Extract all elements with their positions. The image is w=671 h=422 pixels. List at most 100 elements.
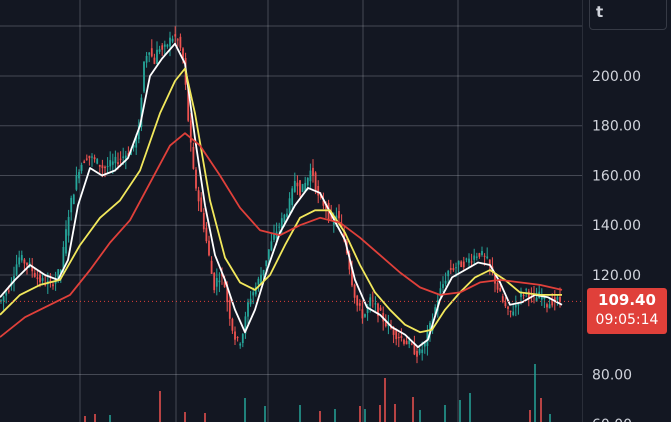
candle-body <box>132 145 135 148</box>
candle-body <box>161 45 164 50</box>
volume-bar <box>529 410 531 422</box>
volume-bar <box>534 364 536 422</box>
candle-body <box>262 269 265 275</box>
ma-slow-line <box>0 132 563 338</box>
candle-body <box>200 197 203 212</box>
candle-body <box>434 307 437 315</box>
candle-body <box>462 261 465 268</box>
candle-body <box>525 289 528 291</box>
candle-body <box>78 172 80 179</box>
ma-fast-line <box>0 42 563 348</box>
candle-body <box>36 277 39 279</box>
candle-body <box>293 180 296 192</box>
candle-body <box>153 57 156 64</box>
candle-body <box>179 36 182 48</box>
candle-body <box>452 268 455 271</box>
candle-body <box>267 249 270 260</box>
candle-body <box>283 214 286 223</box>
candle-body <box>366 305 369 313</box>
candle-body <box>39 274 41 283</box>
candle-body <box>296 182 299 187</box>
candle-body <box>119 158 122 160</box>
candle-body <box>104 166 106 169</box>
candle-body <box>135 136 138 148</box>
volume-bar <box>184 412 186 422</box>
candle-body <box>130 150 132 155</box>
candle-body <box>475 256 478 258</box>
candle-body <box>52 284 54 287</box>
candle-body <box>442 284 444 288</box>
price-axis-tick: 60.00 <box>592 417 632 422</box>
candle-body <box>5 292 8 296</box>
price-axis-tick: 160.00 <box>592 168 641 184</box>
chart-menu-button[interactable]: t <box>589 0 667 30</box>
candle-body <box>392 327 395 335</box>
candle-body <box>215 277 218 287</box>
candle-body <box>322 200 325 206</box>
candle-body <box>140 97 143 127</box>
candle-body <box>124 155 127 160</box>
candle-body <box>62 246 65 270</box>
candle-body <box>265 260 268 267</box>
candle-body <box>31 265 34 272</box>
candle-body <box>418 348 421 354</box>
volume-bar <box>394 404 396 422</box>
candle-body <box>59 269 62 274</box>
candle-body <box>26 262 28 266</box>
candle-body <box>252 292 255 296</box>
candle-body <box>202 213 205 230</box>
candle-body <box>70 197 73 213</box>
candle-body <box>400 335 403 339</box>
candle-body <box>527 291 530 298</box>
candle-body <box>423 342 426 347</box>
candle-body <box>117 162 119 165</box>
candle-body <box>156 49 158 64</box>
candle-body <box>486 256 489 259</box>
volume-bar <box>359 406 361 422</box>
volume-bar <box>419 410 421 422</box>
candle-body <box>236 337 239 339</box>
candle-body <box>280 218 283 229</box>
candle-body <box>182 48 184 60</box>
candle-body <box>101 165 104 169</box>
candle-body <box>23 259 26 264</box>
candle-body <box>488 259 491 267</box>
candle-body <box>189 120 192 143</box>
candle-body <box>501 296 504 302</box>
candle-body <box>169 37 171 47</box>
candle-body <box>379 307 382 311</box>
candle-body <box>449 268 452 270</box>
candle-body <box>421 349 424 353</box>
candle-body <box>403 339 405 344</box>
candle-body <box>247 302 249 317</box>
candle-body <box>483 255 486 257</box>
candle-body <box>143 61 145 92</box>
candle-body <box>356 295 359 306</box>
candle-body <box>213 272 216 291</box>
candle-body <box>218 280 221 283</box>
ma-mid-line <box>0 67 562 334</box>
candle-body <box>304 182 307 191</box>
volume-bar <box>244 398 246 422</box>
candle-body <box>72 194 75 205</box>
candle-body <box>340 224 343 227</box>
candle-body <box>540 295 543 300</box>
candle-body <box>361 309 364 319</box>
candle-body <box>205 227 208 242</box>
candle-body <box>504 302 507 307</box>
volume-bar <box>109 415 111 422</box>
candle-body <box>111 161 114 165</box>
candle-body <box>543 296 546 300</box>
candle-body <box>548 304 551 309</box>
candle-body <box>556 297 559 300</box>
last-price-tag: 109.40 09:05:14 <box>587 288 667 334</box>
candle-body <box>75 175 78 190</box>
volume-bar <box>364 409 366 422</box>
volume-bar <box>459 400 461 422</box>
candle-body <box>15 264 18 275</box>
candle-body <box>187 86 190 121</box>
candle-body <box>551 299 554 306</box>
candle-body <box>520 291 522 297</box>
